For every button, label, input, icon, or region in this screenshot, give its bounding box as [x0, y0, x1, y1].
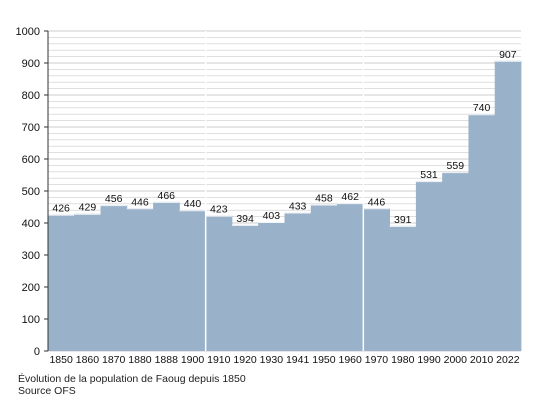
- x-tick-label: 2022: [496, 354, 520, 366]
- data-label: 446: [368, 196, 386, 208]
- x-tick-label: 1850: [49, 354, 73, 366]
- y-tick-label: 1000: [16, 26, 40, 38]
- data-label: 440: [184, 198, 202, 210]
- data-label: 740: [473, 102, 491, 114]
- data-label: 531: [420, 169, 438, 181]
- x-tick-label: 1860: [76, 354, 100, 366]
- x-tick-label: 1910: [207, 354, 231, 366]
- bar: [126, 208, 154, 351]
- data-label: 446: [131, 196, 149, 208]
- x-tick-label: 1888: [155, 354, 179, 366]
- data-label: 403: [263, 210, 281, 222]
- y-tick-label: 700: [22, 122, 40, 134]
- x-tick-label: 1970: [365, 354, 389, 366]
- bar: [415, 181, 443, 351]
- bar: [389, 225, 417, 351]
- bar: [310, 204, 338, 351]
- data-label: 426: [52, 203, 70, 215]
- data-label: 559: [447, 160, 465, 172]
- data-label: 394: [236, 213, 254, 225]
- data-label: 466: [157, 190, 175, 202]
- y-tick-label: 800: [22, 90, 40, 102]
- x-tick-label: 1960: [339, 354, 363, 366]
- bar: [153, 201, 180, 351]
- bar: [494, 60, 522, 351]
- data-label: 433: [289, 200, 307, 212]
- x-tick-label: 2000: [444, 354, 468, 366]
- bar: [205, 215, 233, 351]
- x-tick-label: 1930: [260, 354, 284, 366]
- x-tick-label: 1941: [286, 354, 310, 366]
- data-label: 907: [499, 49, 517, 61]
- data-label: 458: [315, 192, 333, 204]
- y-tick-label: 500: [22, 186, 40, 198]
- data-label: 423: [210, 204, 228, 216]
- chart-caption: Évolution de la population de Faoug depu…: [18, 373, 246, 385]
- y-tick-label: 600: [22, 154, 40, 166]
- bar: [179, 210, 207, 351]
- x-tick-label: 1920: [233, 354, 257, 366]
- bar: [48, 214, 75, 351]
- bar: [337, 203, 364, 351]
- data-label: 456: [105, 193, 123, 205]
- bar: [231, 224, 259, 351]
- bar: [363, 208, 391, 351]
- bar: [100, 205, 128, 351]
- x-tick-label: 1980: [391, 354, 415, 366]
- y-tick-label: 100: [22, 314, 40, 326]
- data-label: 391: [394, 214, 412, 226]
- x-tick-label: 1990: [417, 354, 441, 366]
- bar: [258, 222, 285, 351]
- x-tick-label: 1950: [312, 354, 336, 366]
- data-label: 429: [79, 202, 97, 214]
- y-tick-label: 300: [22, 250, 40, 262]
- x-tick-label: 2010: [470, 354, 494, 366]
- bar: [468, 114, 496, 351]
- y-tick-label: 200: [22, 282, 40, 294]
- data-label: 462: [341, 191, 359, 203]
- x-tick-label: 1870: [102, 354, 126, 366]
- bar: [74, 213, 101, 351]
- y-tick-label: 900: [22, 58, 40, 70]
- x-tick-label: 1880: [128, 354, 152, 366]
- x-tick-label: 1900: [181, 354, 205, 366]
- y-tick-label: 400: [22, 218, 40, 230]
- bar: [442, 172, 469, 351]
- chart-source: Source OFS: [18, 385, 76, 397]
- bar: [284, 212, 312, 351]
- y-tick-label: 0: [34, 346, 40, 358]
